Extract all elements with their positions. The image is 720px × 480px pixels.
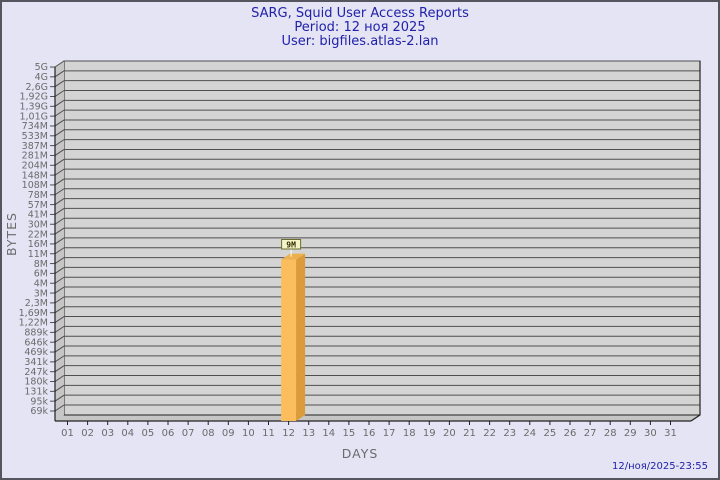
x-tick-label: 12: [282, 428, 295, 439]
y-tick-label: 148M: [22, 170, 48, 181]
y-tick-label: 78M: [28, 190, 48, 201]
x-tick-label: 21: [463, 428, 476, 439]
y-tick-label: 180k: [24, 377, 48, 388]
y-tick-label: 131k: [24, 387, 48, 398]
chart-floor-3d: [55, 415, 700, 421]
y-tick-label: 247k: [24, 367, 48, 378]
x-tick-label: 25: [544, 428, 557, 439]
gridlines: [64, 60, 700, 406]
x-tick-label: 29: [624, 428, 637, 439]
x-tick-label: 31: [664, 428, 677, 439]
report-user: User: bigfiles.atlas-2.lan: [281, 34, 439, 49]
y-axis-title: BYTES: [4, 212, 19, 256]
annotation-value: 9M: [286, 240, 296, 249]
y-tick-label: 1,69M: [19, 308, 48, 319]
x-tick-label: 22: [483, 428, 496, 439]
x-tick-label: 09: [222, 428, 235, 439]
report-title: SARG, Squid User Access Reports: [251, 6, 469, 21]
x-tick-label: 14: [322, 428, 335, 439]
x-tick-label: 30: [644, 428, 657, 439]
x-tick-label: 20: [443, 428, 456, 439]
y-tick-label: 2,3M: [25, 298, 48, 309]
report-period: Period: 12 ноя 2025: [294, 20, 426, 35]
x-tick-label: 17: [383, 428, 396, 439]
x-tick-label: 10: [242, 428, 255, 439]
y-tick-label: 69k: [30, 406, 48, 417]
y-tick-label: 469k: [24, 347, 48, 358]
y-tick-label: 889k: [24, 328, 48, 339]
x-axis-title: DAYS: [341, 446, 379, 461]
x-tick-label: 15: [343, 428, 356, 439]
x-tick-label: 11: [262, 428, 275, 439]
y-tick-label: 281M: [22, 151, 48, 162]
y-tick-label: 1,01G: [19, 111, 48, 122]
y-tick-label: 6M: [34, 269, 48, 280]
y-tick-label: 3M: [34, 288, 48, 299]
y-tick-label: 22M: [28, 229, 48, 240]
x-tick-label: 04: [121, 428, 134, 439]
y-tick-label: 646k: [24, 337, 48, 348]
y-tick-label: 5G: [35, 62, 48, 73]
x-tick-label: 05: [142, 428, 155, 439]
x-tick-label: 06: [162, 428, 175, 439]
y-tick-label: 8M: [34, 259, 48, 270]
y-tick-label: 57M: [28, 200, 48, 211]
x-tick-label: 01: [61, 428, 74, 439]
x-tick-label: 07: [182, 428, 195, 439]
x-tick-label: 26: [564, 428, 577, 439]
x-tick-label: 24: [523, 428, 536, 439]
y-tick-label: 1,92G: [19, 92, 48, 103]
bar-front-face[interactable]: [281, 259, 297, 421]
x-tick-label: 18: [403, 428, 416, 439]
y-tick-label: 533M: [22, 131, 48, 142]
x-tick-label: 16: [363, 428, 376, 439]
y-tick-label: 204M: [22, 160, 48, 171]
left-wall-grid-connectors: [54, 60, 65, 412]
y-tick-label: 16M: [28, 239, 48, 250]
bar-top-face: [281, 253, 306, 260]
y-tick-label: 41M: [28, 210, 48, 221]
y-tick-label: 4M: [34, 278, 48, 289]
x-tick-label: 27: [584, 428, 597, 439]
x-tick-label: 28: [604, 428, 617, 439]
bar-side-face: [296, 253, 306, 421]
y-tick-label: 341k: [24, 357, 48, 368]
y-axis-ticks: 5G4G2,6G1,92G1,39G1,01G734M533M387M281M2…: [19, 62, 55, 417]
bar-value-annotation[interactable]: 9M: [281, 239, 302, 250]
x-tick-label: 08: [202, 428, 215, 439]
y-tick-label: 2,6G: [26, 82, 48, 93]
y-tick-label: 387M: [22, 141, 48, 152]
annotation-box: [281, 239, 302, 250]
y-tick-label: 734M: [22, 121, 48, 132]
x-tick-label: 23: [503, 428, 516, 439]
x-axis-ticks: 01 02 03 04 05 06 07 08 09 10 11 12 13 14 15 16 17 18 19 20…: [61, 421, 677, 439]
x-tick-label: 19: [423, 428, 436, 439]
x-tick-label: 13: [302, 428, 315, 439]
plot-corner-edge-3d: [690, 414, 701, 422]
bar-day-12[interactable]: [281, 253, 306, 421]
y-tick-label: 4G: [35, 72, 48, 83]
y-tick-label: 108M: [22, 180, 48, 191]
y-tick-label: 95k: [30, 396, 48, 407]
x-tick-label: 02: [81, 428, 94, 439]
y-tick-label: 1,39G: [19, 102, 48, 113]
y-tick-label: 30M: [28, 219, 48, 230]
x-tick-label: 03: [101, 428, 114, 439]
generation-timestamp: 12/ноя/2025-23:55: [611, 461, 708, 472]
y-tick-label: 1,22M: [19, 318, 48, 329]
y-tick-label: 11M: [28, 249, 48, 260]
